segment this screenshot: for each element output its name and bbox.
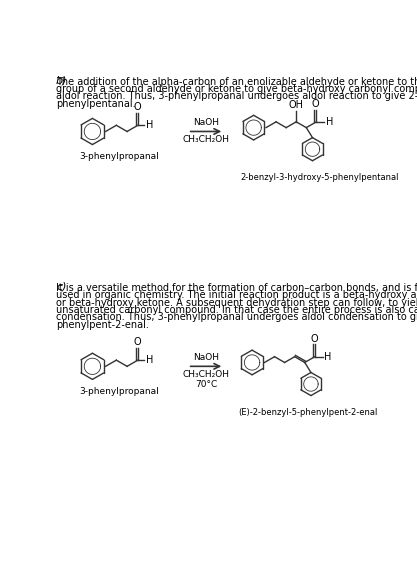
Text: b): b) — [56, 75, 68, 85]
Text: 70°C: 70°C — [195, 380, 217, 389]
Text: (E)-2-benzyl-5-phenylpent-2-enal: (E)-2-benzyl-5-phenylpent-2-enal — [238, 408, 377, 417]
Text: 3-phenylpropanal: 3-phenylpropanal — [79, 152, 159, 161]
Text: phenylpentanal.: phenylpentanal. — [56, 99, 136, 109]
Text: H: H — [324, 352, 332, 361]
Text: CH₃CH₂OH: CH₃CH₂OH — [183, 370, 229, 379]
Text: O: O — [312, 99, 319, 109]
Text: NaOH: NaOH — [193, 118, 219, 127]
Text: CH₃CH₂OH: CH₃CH₂OH — [183, 135, 229, 144]
Text: aldol reaction. Thus, 3-phenylpropanal undergoes aldol reaction to give 2-benzyl: aldol reaction. Thus, 3-phenylpropanal u… — [56, 91, 417, 101]
Text: H: H — [146, 355, 153, 365]
Text: OH: OH — [289, 100, 304, 110]
Text: unsaturated carbonyl compound. In that case the entire process is also called al: unsaturated carbonyl compound. In that c… — [56, 305, 417, 315]
Text: used in organic chemistry. The initial reaction product is a beta-hydroxy aldehy: used in organic chemistry. The initial r… — [56, 291, 417, 301]
Text: O: O — [310, 334, 318, 343]
Text: c): c) — [56, 282, 66, 292]
Text: The addition of the alpha-carbon of an enolizable aldehyde or ketone to the carb: The addition of the alpha-carbon of an e… — [56, 77, 417, 87]
Text: NaOH: NaOH — [193, 352, 219, 361]
Text: O: O — [133, 337, 141, 347]
Text: H: H — [326, 117, 333, 127]
Text: 2-benzyl-3-hydroxy-5-phenylpentanal: 2-benzyl-3-hydroxy-5-phenylpentanal — [241, 173, 399, 182]
Text: 3-phenylpropanal: 3-phenylpropanal — [79, 387, 159, 396]
Text: It is a versatile method for the formation of carbon–carbon bonds, and is freque: It is a versatile method for the formati… — [56, 283, 417, 293]
Text: H: H — [146, 120, 154, 130]
Text: O: O — [133, 102, 141, 112]
Text: condensation. Thus, 3-phenylpropanal undergoes aldol condensation to give (E)-2-: condensation. Thus, 3-phenylpropanal und… — [56, 312, 417, 323]
Text: or beta-hydroxy ketone. A subsequent dehydration step can follow, to yield an al: or beta-hydroxy ketone. A subsequent deh… — [56, 298, 417, 308]
Text: phenylpent-2-enal.: phenylpent-2-enal. — [56, 320, 149, 330]
Text: group of a second aldehyde or ketone to give beta-hydroxy carbonyl compounds is : group of a second aldehyde or ketone to … — [56, 84, 417, 94]
